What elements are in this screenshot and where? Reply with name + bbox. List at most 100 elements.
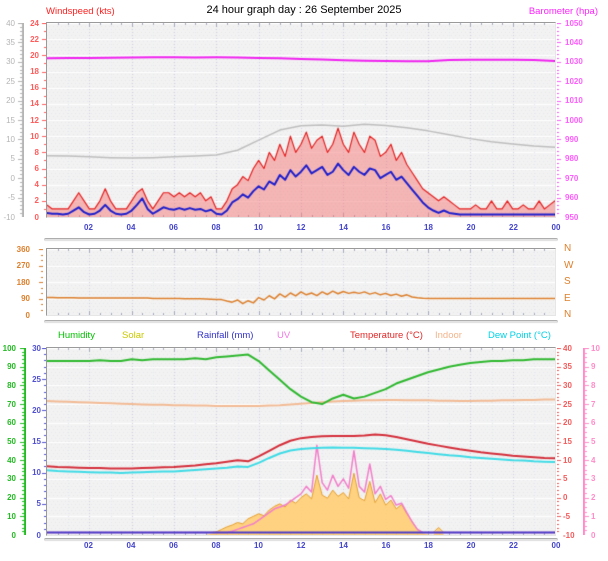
axis-tick-label: 10 [30, 131, 39, 141]
legend-solar-label: Solar [122, 330, 145, 341]
axis-tick-label: 0 [36, 530, 41, 540]
axis-tick-label: 960 [565, 193, 579, 203]
axis-tick-label: 1 [591, 511, 596, 521]
axis-tick-label: 22 [30, 34, 39, 44]
axis-tick-label: 2 [591, 493, 596, 503]
axis-tick-label: 40 [6, 18, 15, 28]
axis-tick-label: 24 [30, 18, 39, 28]
x-axis-label: 02 [84, 223, 93, 232]
x-axis-label: 18 [424, 223, 433, 232]
x-axis-label: 20 [466, 541, 476, 550]
axis-tick-label: 90 [7, 362, 16, 372]
axis-tick-label: 10 [591, 343, 600, 353]
axis-tick-label: 25 [32, 374, 41, 384]
axis-tick-label: 15 [32, 437, 41, 446]
axis-tick-label: 20 [563, 418, 572, 428]
x-axis-label: 08 [211, 223, 221, 232]
axis-tick-label: 35 [563, 362, 572, 372]
axis-tick-label: 30 [563, 380, 572, 390]
axis-tick-label: 0 [591, 530, 596, 540]
axis-tick-label: 0 [10, 173, 15, 183]
x-axis-label: 08 [211, 541, 221, 550]
x-axis-label: 12 [296, 541, 306, 550]
x-axis-label: 06 [169, 223, 178, 232]
axis-tick-label: -5 [563, 511, 571, 521]
axis-tick-label: -5 [7, 193, 15, 203]
axis-tick-label: 12 [30, 115, 39, 125]
axis-tick-label: 10 [563, 455, 572, 465]
axis-tick-label: 30 [32, 343, 41, 353]
axis-ticks [583, 348, 592, 535]
graph-title: 24 hour graph day : 26 September 2025 [206, 4, 402, 16]
x-axis-label: 04 [126, 223, 136, 232]
axis-tick-label: 18 [30, 67, 39, 76]
wind-direction-plot [47, 249, 555, 315]
axis-tick-label: 360 [16, 244, 30, 254]
compass-label: W [564, 259, 574, 271]
x-axis-label: 02 [84, 541, 93, 550]
axis-tick-label: 60 [7, 418, 16, 428]
axis-tick-label: 25 [563, 399, 572, 409]
axis-tick-label: 0 [563, 493, 568, 503]
barometer-axis-title: Barometer (hpa) [528, 6, 598, 17]
axis-tick-label: 0 [34, 212, 39, 222]
compass-label: S [564, 276, 571, 287]
separator-groove [44, 238, 558, 242]
axis-tick-label: 1040 [565, 37, 583, 47]
axis-tick-label: 3 [591, 474, 596, 484]
windspeed-barometer-plot [47, 23, 555, 217]
x-axis-label: 14 [339, 541, 348, 550]
axis-tick-label: 4 [591, 455, 596, 465]
compass-label: N [564, 243, 572, 254]
x-axis-label: 16 [381, 223, 391, 232]
legend-indoor-label: Indoor [435, 330, 462, 341]
axis-tick-label: 20 [6, 96, 15, 106]
axis-tick-label: 990 [565, 134, 579, 144]
axis-ticks [35, 249, 43, 315]
axis-tick-label: 980 [565, 154, 579, 164]
axis-tick-label: 15 [6, 115, 15, 125]
x-axis-label: 16 [381, 541, 391, 550]
axis-tick-label: 16 [30, 83, 39, 93]
axis-tick-label: 40 [563, 343, 572, 353]
compass-label: N [564, 309, 572, 320]
axis-tick-label: 0 [25, 310, 30, 320]
x-axis-label: 20 [466, 223, 476, 232]
separator-groove [44, 320, 558, 324]
axis-tick-label: 4 [34, 180, 39, 190]
x-axis-label: 14 [339, 223, 348, 232]
axis-tick-label: 30 [6, 57, 15, 67]
axis-tick-label: 1010 [565, 96, 583, 106]
axis-ticks [16, 23, 24, 217]
axis-tick-label: 35 [6, 37, 15, 47]
axis-tick-label: -10 [563, 530, 575, 540]
legend-humidity-label: Humidity [58, 330, 95, 341]
axis-tick-label: 8 [34, 147, 39, 157]
axis-tick-label: 5 [36, 499, 41, 509]
compass-label: E [564, 292, 571, 304]
axis-tick-label: 30 [7, 474, 16, 484]
climate-plot [47, 348, 555, 535]
separator-groove [44, 538, 558, 542]
axis-tick-label: 7 [591, 399, 596, 409]
axis-tick-label: 6 [34, 164, 39, 173]
axis-tick-label: 1030 [565, 57, 583, 67]
axis-tick-label: 80 [7, 380, 16, 390]
x-axis-label: 22 [509, 223, 518, 232]
x-axis-label: 22 [509, 541, 518, 550]
x-axis-label: 00 [551, 223, 561, 232]
axis-tick-label: 950 [565, 212, 579, 222]
axis-tick-label: 1050 [565, 18, 583, 28]
x-axis-label: 04 [126, 541, 136, 550]
axis-ticks [557, 348, 563, 535]
legend-dewpoint-label: Dew Point (°C) [488, 330, 551, 341]
windspeed-barometer-panel [46, 22, 556, 218]
axis-tick-label: 14 [30, 99, 39, 109]
wind-direction-panel [46, 248, 556, 316]
axis-tick-label: 10 [6, 134, 15, 144]
windspeed-axis-title: Windspeed (kts) [46, 6, 115, 17]
axis-tick-label: 970 [565, 173, 579, 183]
axis-tick-label: 6 [591, 418, 596, 428]
axis-tick-label: 5 [563, 474, 568, 484]
